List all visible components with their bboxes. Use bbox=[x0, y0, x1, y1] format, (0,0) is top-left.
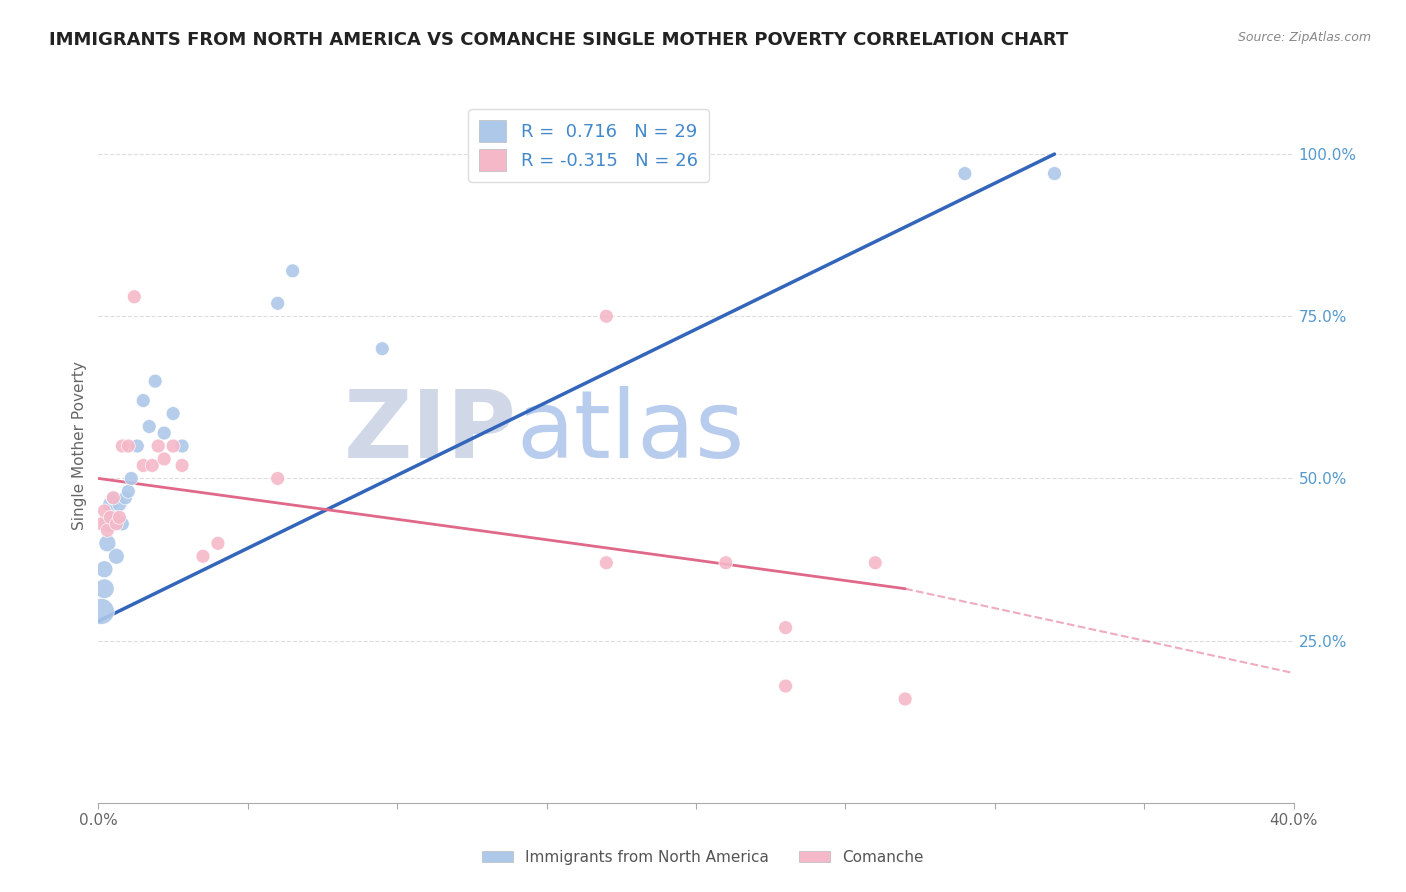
Point bbox=[281, 264, 304, 278]
Point bbox=[267, 296, 290, 310]
Point bbox=[148, 439, 170, 453]
Point bbox=[595, 310, 617, 324]
Point bbox=[108, 497, 131, 511]
Point bbox=[90, 516, 112, 531]
Point bbox=[98, 516, 122, 531]
Point bbox=[132, 458, 155, 473]
Point bbox=[111, 439, 134, 453]
Point bbox=[96, 516, 118, 531]
Point bbox=[141, 458, 163, 473]
Point bbox=[103, 491, 125, 505]
Point bbox=[93, 562, 115, 576]
Point bbox=[98, 510, 122, 524]
Text: ZIP: ZIP bbox=[344, 385, 517, 478]
Point bbox=[90, 604, 112, 618]
Point bbox=[96, 536, 118, 550]
Point bbox=[775, 679, 797, 693]
Point bbox=[111, 516, 134, 531]
Point bbox=[132, 393, 155, 408]
Point bbox=[153, 425, 176, 440]
Point bbox=[105, 516, 128, 531]
Point bbox=[96, 524, 118, 538]
Point bbox=[98, 497, 122, 511]
Point bbox=[117, 439, 139, 453]
Point bbox=[267, 471, 290, 485]
Point bbox=[595, 556, 617, 570]
Text: IMMIGRANTS FROM NORTH AMERICA VS COMANCHE SINGLE MOTHER POVERTY CORRELATION CHAR: IMMIGRANTS FROM NORTH AMERICA VS COMANCH… bbox=[49, 31, 1069, 49]
Point bbox=[114, 491, 136, 505]
Text: Source: ZipAtlas.com: Source: ZipAtlas.com bbox=[1237, 31, 1371, 45]
Point bbox=[120, 471, 142, 485]
Point bbox=[714, 556, 737, 570]
Legend: R =  0.716   N = 29, R = -0.315   N = 26: R = 0.716 N = 29, R = -0.315 N = 26 bbox=[468, 109, 709, 182]
Point bbox=[153, 452, 176, 467]
Point bbox=[371, 342, 394, 356]
Point bbox=[93, 582, 115, 596]
Point bbox=[124, 290, 146, 304]
Point bbox=[953, 167, 976, 181]
Point bbox=[775, 621, 797, 635]
Point bbox=[127, 439, 149, 453]
Point bbox=[191, 549, 214, 564]
Point bbox=[172, 458, 194, 473]
Point bbox=[162, 439, 184, 453]
Point bbox=[108, 510, 131, 524]
Point bbox=[1043, 167, 1066, 181]
Point bbox=[565, 167, 588, 181]
Point bbox=[865, 556, 887, 570]
Y-axis label: Single Mother Poverty: Single Mother Poverty bbox=[72, 361, 87, 531]
Point bbox=[103, 510, 125, 524]
Point bbox=[117, 484, 139, 499]
Point bbox=[894, 692, 917, 706]
Point bbox=[105, 549, 128, 564]
Point bbox=[207, 536, 229, 550]
Point bbox=[138, 419, 160, 434]
Point bbox=[550, 167, 572, 181]
Legend: Immigrants from North America, Comanche: Immigrants from North America, Comanche bbox=[477, 844, 929, 871]
Point bbox=[143, 374, 166, 388]
Point bbox=[162, 407, 184, 421]
Point bbox=[93, 504, 115, 518]
Point bbox=[103, 491, 125, 505]
Text: atlas: atlas bbox=[517, 385, 745, 478]
Point bbox=[172, 439, 194, 453]
